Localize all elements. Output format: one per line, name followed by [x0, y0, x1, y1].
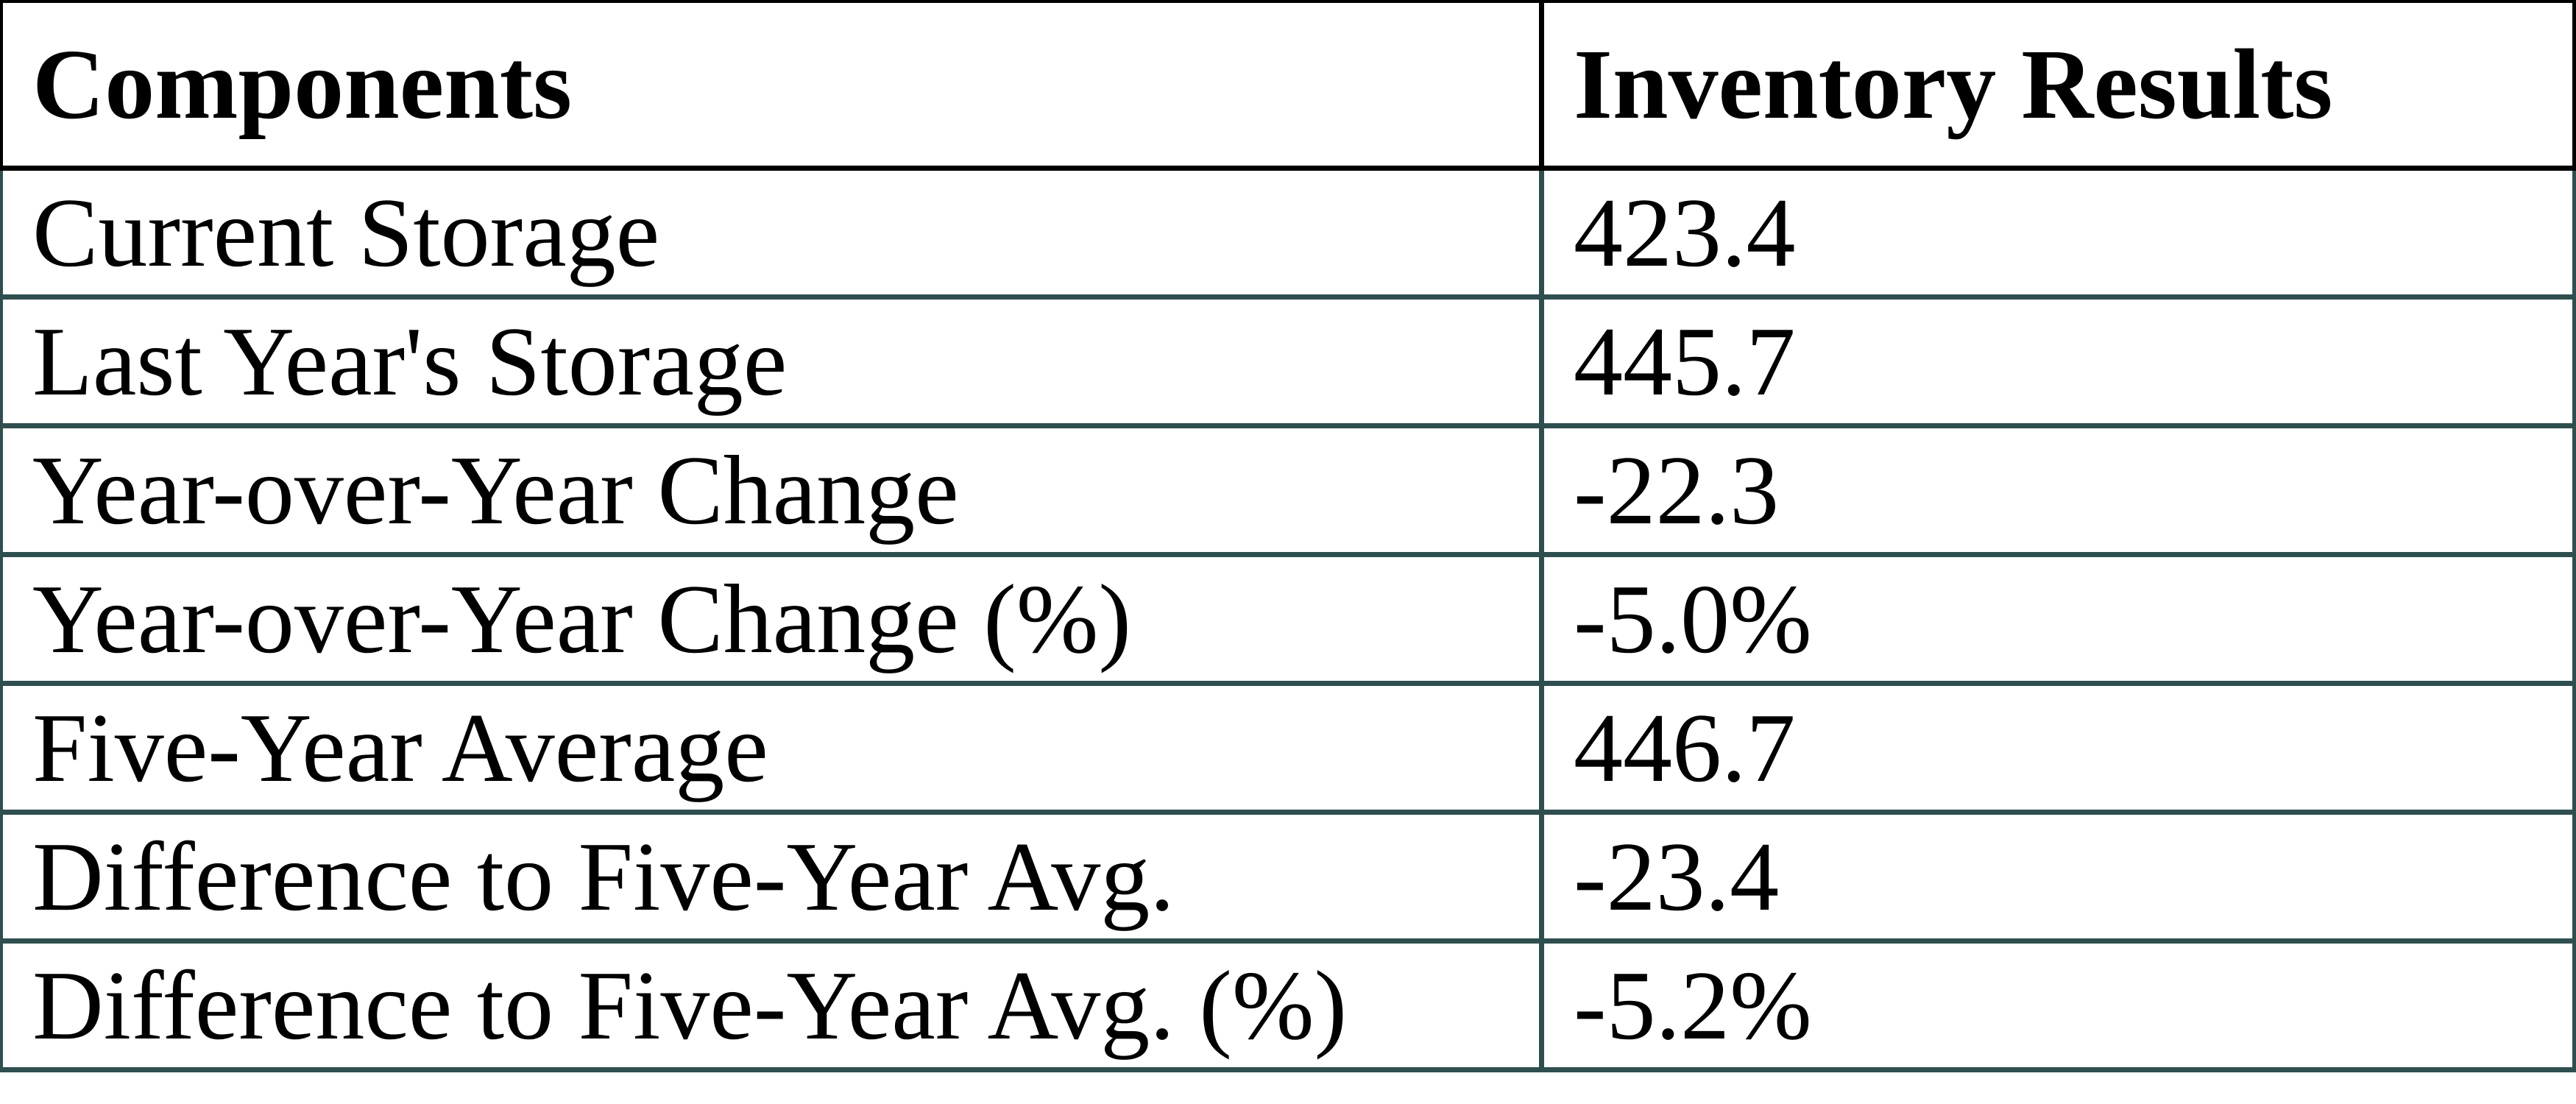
column-header-inventory-results: Inventory Results [1574, 29, 2333, 140]
table-row: Difference to Five-Year Avg. -23.4 [3, 815, 2572, 944]
column-header-components: Components [3, 3, 1544, 166]
row-value-cell: 445.7 [1574, 307, 1796, 416]
row-label-cell: Current Storage [3, 171, 1544, 294]
inventory-results-table: Components Inventory Results Current Sto… [0, 0, 2576, 1072]
row-label-cell: Year-over-Year Change (%) [3, 557, 1544, 681]
table-row: Difference to Five-Year Avg. (%) -5.2% [3, 944, 2572, 1067]
row-value-cell: -22.3 [1574, 436, 1780, 545]
row-label-cell: Difference to Five-Year Avg. [3, 815, 1544, 938]
table-row: Year-over-Year Change -22.3 [3, 428, 2572, 557]
table-row: Year-over-Year Change (%) -5.0% [3, 557, 2572, 686]
row-label-cell: Year-over-Year Change [3, 428, 1544, 552]
table-row: Five-Year Average 446.7 [3, 686, 2572, 815]
table-row: Current Storage 423.4 [3, 171, 2572, 300]
table-row: Last Year's Storage 445.7 [3, 300, 2572, 428]
row-value-cell: 446.7 [1574, 693, 1796, 802]
row-label-cell: Five-Year Average [3, 686, 1544, 810]
row-label-cell: Last Year's Storage [3, 300, 1544, 423]
row-value-cell: 423.4 [1574, 178, 1796, 287]
table-header-row: Components Inventory Results [0, 0, 2576, 171]
row-value-cell: -5.2% [1574, 951, 1812, 1060]
row-label-cell: Difference to Five-Year Avg. (%) [3, 944, 1544, 1067]
row-value-cell: -23.4 [1574, 822, 1780, 931]
table-body: Current Storage 423.4 Last Year's Storag… [0, 171, 2576, 1072]
row-value-cell: -5.0% [1574, 565, 1812, 673]
